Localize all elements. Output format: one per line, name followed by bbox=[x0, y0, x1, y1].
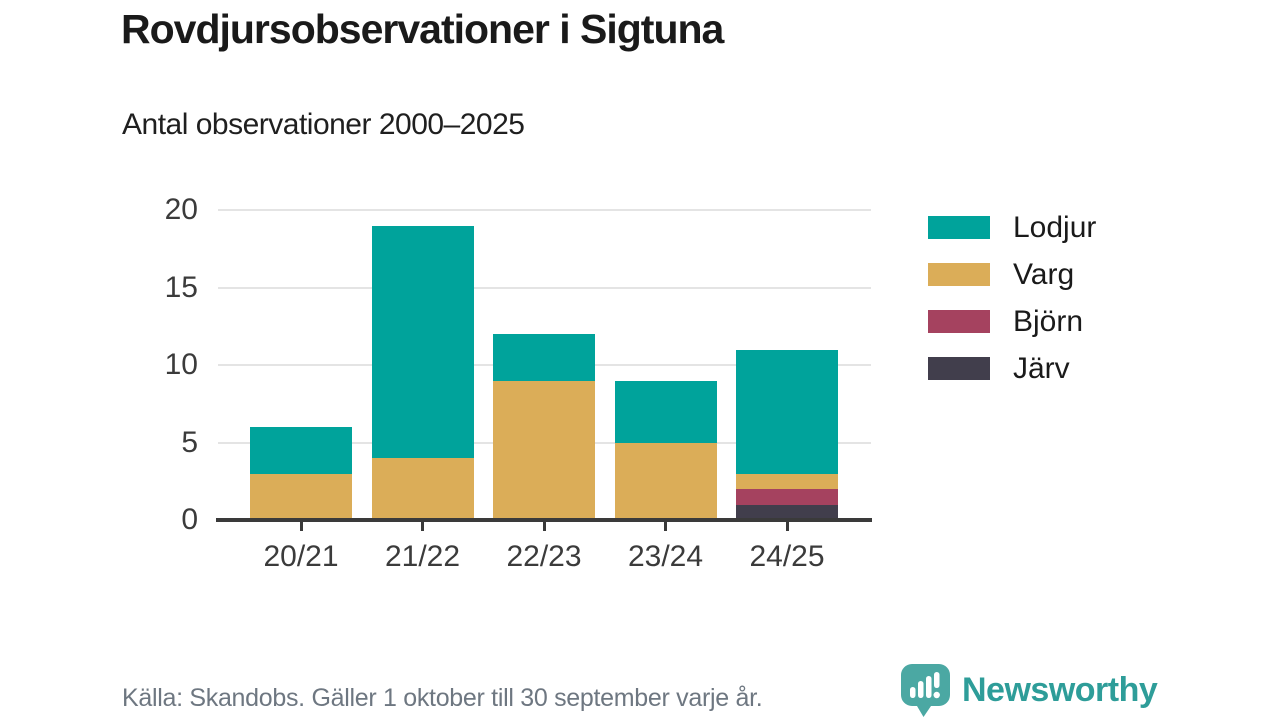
y-tick-label-5: 5 bbox=[181, 425, 198, 459]
newsworthy-logo-icon bbox=[901, 664, 950, 717]
gridline-20 bbox=[218, 209, 871, 211]
bar-segment-varg-23-24 bbox=[614, 442, 717, 520]
x-tick-label-22-23: 22/23 bbox=[506, 540, 582, 573]
x-tick-label-20-21: 20/21 bbox=[263, 540, 339, 573]
source-note: Källa: Skandobs. Gäller 1 oktober till 3… bbox=[122, 684, 763, 712]
bar-segment-varg-22-23 bbox=[493, 380, 595, 520]
gridline-15 bbox=[218, 286, 871, 289]
legend: Lodjur Varg Björn Järv bbox=[928, 212, 1096, 404]
y-tick-label-20: 20 bbox=[164, 193, 198, 226]
chart-subtitle: Antal observationer 2000–2025 bbox=[122, 108, 525, 141]
legend-label-järv: Järv bbox=[1013, 351, 1070, 385]
legend-item-järv: Järv bbox=[928, 353, 1096, 383]
legend-item-varg: Varg bbox=[928, 259, 1096, 289]
bar-segment-varg-24-25 bbox=[736, 473, 838, 489]
bar-segment-lodjur-23-24 bbox=[614, 380, 717, 443]
legend-swatch-lodjur bbox=[928, 216, 990, 239]
newsworthy-logo-text: Newsworthy bbox=[962, 671, 1158, 709]
legend-swatch-björn bbox=[928, 310, 990, 333]
legend-label-varg: Varg bbox=[1013, 257, 1075, 291]
bar-segment-lodjur-20-21 bbox=[250, 427, 352, 474]
x-tick-23-24 bbox=[664, 522, 667, 531]
x-tick-label-21-22: 21/22 bbox=[384, 540, 461, 573]
y-tick-label-0: 0 bbox=[181, 503, 198, 536]
legend-label-lodjur: Lodjur bbox=[1013, 210, 1097, 244]
legend-swatch-varg bbox=[928, 263, 990, 286]
newsworthy-branding: Newsworthy bbox=[901, 664, 1158, 717]
bar-segment-varg-21-22 bbox=[371, 458, 474, 520]
plot-area bbox=[218, 209, 871, 520]
bar-segment-lodjur-22-23 bbox=[493, 334, 595, 381]
legend-item-lodjur: Lodjur bbox=[928, 212, 1096, 242]
bar-segment-björn-24-25 bbox=[736, 489, 838, 505]
x-tick-20-21 bbox=[299, 522, 303, 531]
bar-segment-järv-24-25 bbox=[736, 504, 838, 520]
bar-segment-lodjur-24-25 bbox=[736, 349, 838, 474]
legend-label-björn: Björn bbox=[1013, 304, 1084, 338]
x-tick-label-23-24: 23/24 bbox=[627, 540, 704, 573]
x-tick-22-23 bbox=[542, 522, 546, 531]
legend-swatch-järv bbox=[928, 357, 990, 380]
bar-segment-lodjur-21-22 bbox=[371, 225, 474, 458]
page-title: Rovdjursobservationer i Sigtuna bbox=[121, 6, 724, 52]
x-tick-label-24-25: 24/25 bbox=[749, 540, 825, 573]
legend-item-björn: Björn bbox=[928, 306, 1096, 336]
y-tick-label-10: 10 bbox=[164, 348, 198, 381]
x-tick-24-25 bbox=[785, 522, 789, 531]
y-tick-label-15: 15 bbox=[164, 270, 198, 304]
x-tick-21-22 bbox=[421, 522, 424, 531]
y-axis: 0 5 10 15 20 bbox=[120, 195, 198, 535]
bar-segment-varg-20-21 bbox=[250, 473, 352, 520]
x-axis-line bbox=[216, 518, 872, 522]
